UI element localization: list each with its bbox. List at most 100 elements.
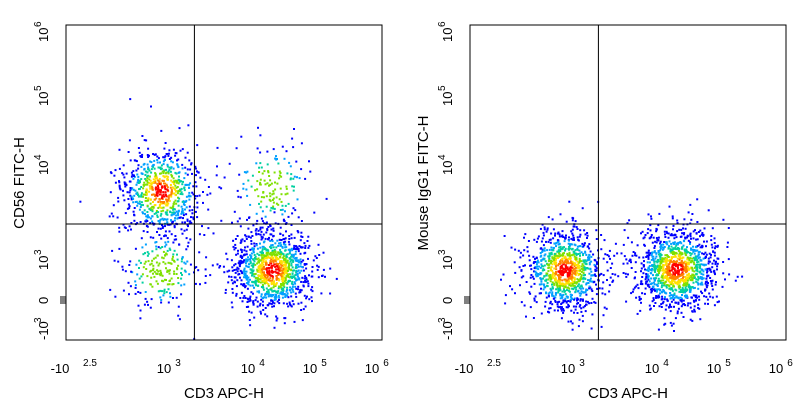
event-dot (148, 207, 151, 210)
event-dot (288, 268, 290, 271)
event-dot (129, 194, 132, 197)
event-dot (598, 274, 600, 277)
event-dot (242, 260, 245, 263)
event-dot (623, 255, 626, 258)
event-dot (549, 241, 552, 244)
event-dot (175, 172, 178, 175)
event-dot (593, 273, 596, 276)
event-dot (272, 256, 275, 259)
event-dot (281, 145, 284, 148)
event-dot (292, 303, 295, 306)
event-dot (239, 297, 242, 299)
event-dot (160, 182, 162, 185)
event-dot (244, 262, 247, 265)
event-dot (554, 292, 557, 294)
event-dot (263, 272, 266, 275)
x-axis-left: -10 2.5 10 3 10 4 10 5 10 6 (51, 358, 390, 376)
event-dot (563, 288, 565, 291)
event-dot (196, 170, 198, 173)
event-dot (558, 252, 561, 255)
event-dot (250, 248, 253, 251)
event-dot (687, 211, 690, 214)
event-dot (540, 283, 543, 286)
event-dot (264, 278, 267, 281)
event-dot (569, 300, 572, 303)
event-dot (676, 243, 679, 246)
event-dot (274, 285, 277, 287)
event-dot (243, 249, 246, 252)
event-dot (580, 265, 583, 268)
event-dot (658, 267, 661, 270)
event-dot (667, 236, 670, 239)
event-dot (687, 251, 690, 254)
event-dot (165, 171, 168, 174)
x-tick-base: 10 (707, 361, 721, 376)
event-dot (673, 237, 676, 240)
event-dot (155, 191, 158, 194)
event-dot (146, 275, 149, 278)
event-dot (165, 267, 167, 270)
event-dot (594, 270, 597, 272)
event-dot (109, 191, 112, 194)
event-dot (684, 263, 687, 266)
event-dot (288, 248, 291, 251)
event-dot (661, 275, 664, 278)
event-dot (716, 262, 719, 265)
event-dot (713, 271, 716, 274)
y-tick-exp: 3 (437, 249, 448, 255)
event-dot (641, 283, 644, 286)
event-dot (561, 271, 564, 274)
event-dot (668, 205, 671, 208)
event-dot (288, 237, 291, 240)
event-dot (540, 287, 542, 290)
event-dot (294, 253, 297, 256)
event-dot (566, 306, 569, 309)
event-dot (573, 276, 576, 279)
event-dot (680, 228, 683, 231)
event-dot (244, 286, 247, 289)
event-dot (579, 245, 582, 247)
event-dot (263, 255, 266, 258)
event-dot (558, 250, 561, 253)
event-dot (275, 246, 278, 249)
event-dot (651, 268, 653, 270)
event-dot (585, 293, 588, 296)
y-tick-base: 10 (36, 28, 51, 42)
event-dot (545, 230, 548, 233)
event-dot (575, 271, 578, 274)
event-dot (568, 251, 571, 254)
event-dot (707, 257, 710, 260)
event-dot (169, 210, 172, 213)
event-dot (133, 194, 136, 197)
event-dot (269, 245, 272, 248)
event-dot (118, 181, 121, 184)
event-dot (166, 221, 169, 224)
event-dot (272, 260, 275, 262)
event-dot (169, 295, 172, 298)
event-dot (293, 320, 296, 323)
event-dot (714, 263, 717, 266)
event-dot (139, 206, 142, 208)
event-dot (130, 175, 133, 178)
event-dot (137, 178, 140, 181)
event-dot (530, 268, 533, 271)
event-dot (300, 289, 303, 292)
event-dot (324, 275, 326, 278)
event-dot (684, 291, 687, 294)
event-dot (714, 261, 717, 264)
event-dot (571, 276, 574, 279)
event-dot (263, 296, 266, 299)
event-dot (564, 297, 567, 300)
event-dot (534, 265, 537, 268)
event-dot (664, 291, 667, 294)
event-dot (690, 237, 692, 240)
event-dot (239, 241, 242, 244)
event-dot (570, 320, 572, 323)
event-dot (161, 185, 164, 188)
event-dot (604, 253, 607, 256)
event-dot (655, 230, 658, 233)
event-dot (162, 163, 165, 166)
event-dot (736, 275, 739, 278)
event-dot (571, 298, 574, 300)
event-dot (293, 257, 296, 260)
